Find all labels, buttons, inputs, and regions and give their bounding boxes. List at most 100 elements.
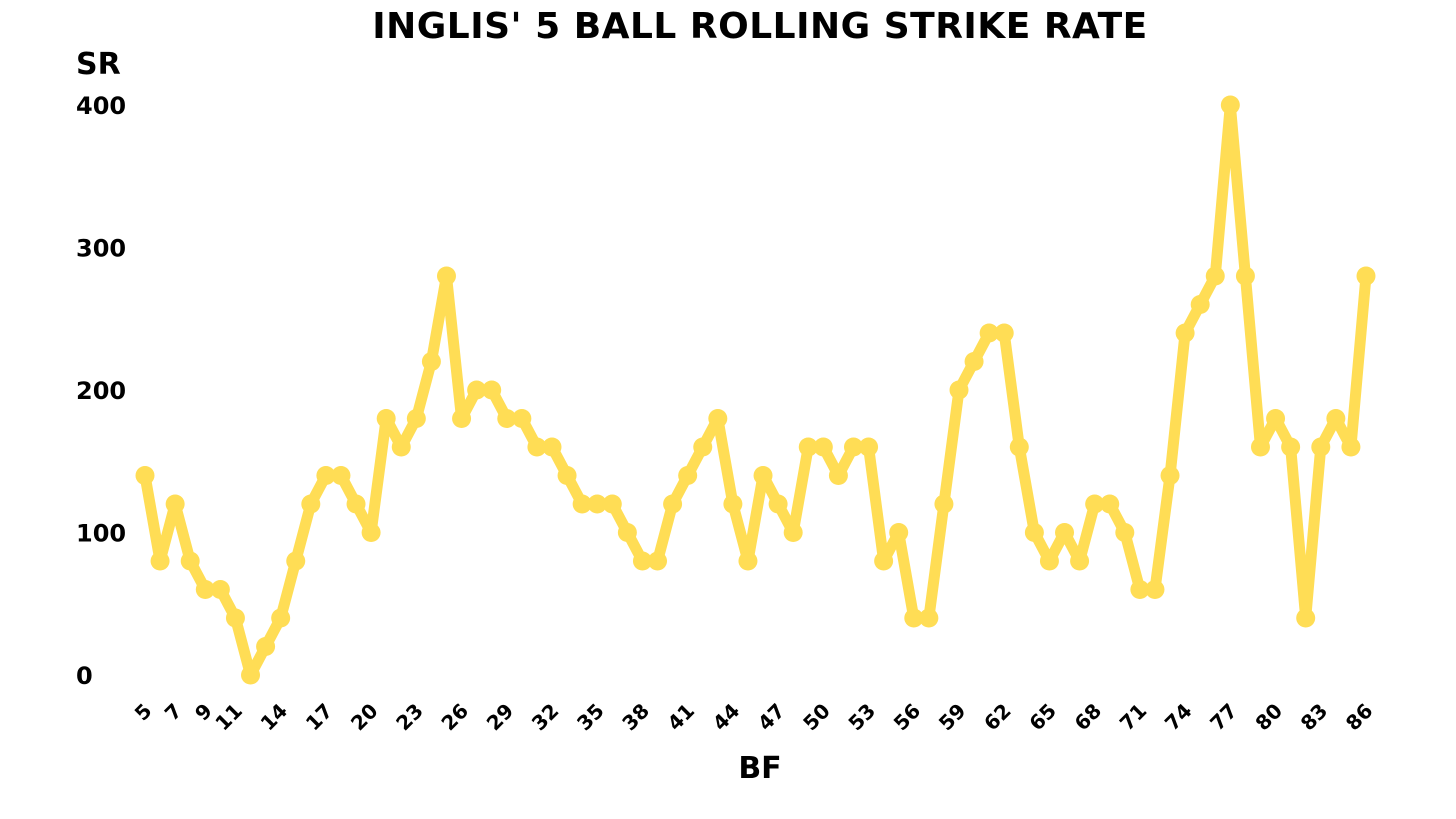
data-point — [1311, 437, 1331, 457]
x-tick-label: 29 — [482, 699, 519, 736]
x-tick-label: 80 — [1250, 699, 1287, 736]
data-point — [195, 580, 215, 599]
x-tick-label: 5 — [130, 699, 157, 726]
data-point — [723, 494, 743, 514]
data-point — [1235, 266, 1255, 286]
data-point — [753, 466, 773, 485]
data-point — [406, 409, 426, 428]
data-point — [1024, 523, 1044, 542]
data-point — [1070, 551, 1090, 571]
data-point — [165, 494, 185, 514]
data-point — [648, 551, 668, 571]
data-point — [919, 608, 939, 628]
x-tick-label: 47 — [753, 699, 790, 736]
data-point — [1145, 580, 1165, 599]
x-tick-label: 44 — [708, 699, 745, 736]
data-point — [1341, 437, 1361, 457]
data-point — [1326, 409, 1346, 428]
x-tick-label: 7 — [160, 699, 187, 726]
x-axis-ticks: 5 7 911 14 17 20 23 26 29 32 35 38 41 44 47 50 53 56 59 62 6… — [130, 699, 1378, 736]
x-tick-label: 77 — [1205, 699, 1242, 736]
data-point — [1055, 523, 1075, 542]
x-tick-label: 56 — [889, 699, 926, 736]
data-point — [361, 523, 381, 542]
data-point — [979, 323, 999, 343]
data-point — [768, 494, 788, 514]
data-point — [1085, 494, 1105, 514]
data-point — [994, 323, 1014, 343]
data-point — [482, 380, 502, 400]
data-point — [904, 608, 924, 628]
data-point — [135, 466, 155, 485]
data-point — [632, 551, 652, 571]
data-point — [1039, 551, 1059, 571]
data-point — [572, 494, 592, 514]
series-line — [139, 99, 1372, 681]
data-point — [286, 551, 306, 571]
x-tick-label: 50 — [798, 699, 835, 736]
data-point — [225, 608, 245, 628]
data-point — [859, 437, 879, 457]
data-point — [271, 608, 291, 628]
data-point — [1130, 580, 1150, 599]
data-point — [1296, 608, 1316, 628]
y-tick-label: 0 — [76, 662, 93, 690]
data-point — [346, 494, 366, 514]
data-point — [964, 352, 984, 371]
data-point — [949, 380, 969, 400]
data-point — [452, 409, 472, 428]
data-point — [813, 437, 833, 457]
data-point — [210, 580, 230, 599]
data-point — [708, 409, 728, 428]
data-point — [256, 637, 276, 656]
x-tick-label: 11 — [210, 699, 247, 736]
data-point — [316, 466, 336, 485]
data-point — [738, 551, 758, 571]
data-point — [1220, 95, 1240, 115]
x-tick-label: 71 — [1115, 699, 1152, 736]
y-tick-label: 300 — [76, 235, 126, 263]
data-point — [331, 466, 351, 485]
data-point — [467, 380, 487, 400]
x-tick-label: 35 — [572, 699, 609, 736]
data-point — [391, 437, 411, 457]
y-tick-label: 200 — [76, 377, 126, 405]
x-tick-label: 23 — [391, 699, 428, 736]
data-point — [542, 437, 562, 457]
x-tick-label: 41 — [663, 699, 700, 736]
x-tick-label: 62 — [979, 699, 1016, 736]
data-point — [1100, 494, 1120, 514]
x-tick-label: 32 — [527, 699, 564, 736]
data-point — [889, 523, 909, 542]
data-point — [663, 494, 683, 514]
data-point — [1281, 437, 1301, 457]
x-tick-label: 68 — [1070, 699, 1107, 736]
y-tick-label: 100 — [76, 520, 126, 548]
data-point — [421, 352, 441, 371]
data-point — [150, 551, 170, 571]
data-point — [301, 494, 321, 514]
data-point — [1190, 295, 1210, 314]
data-point — [241, 665, 261, 685]
y-tick-label: 400 — [76, 92, 126, 120]
series-layer — [135, 95, 1376, 685]
chart-title: INGLIS' 5 BALL ROLLING STRIKE RATE — [372, 6, 1148, 47]
y-axis-ticks: 0 100 200 300 400 — [76, 92, 126, 690]
data-point — [783, 523, 803, 542]
data-point — [693, 437, 713, 457]
x-tick-label: 65 — [1024, 699, 1061, 736]
data-point — [436, 266, 456, 286]
x-tick-label: 38 — [617, 699, 654, 736]
data-point — [587, 494, 607, 514]
data-point — [527, 437, 547, 457]
data-point — [1250, 437, 1270, 457]
data-point — [1356, 266, 1376, 286]
data-point — [828, 466, 848, 485]
data-point — [497, 409, 517, 428]
x-tick-label: 53 — [843, 699, 880, 736]
data-point — [843, 437, 863, 457]
x-tick-label: 17 — [301, 699, 338, 736]
data-point — [934, 494, 954, 514]
data-point — [557, 466, 577, 485]
